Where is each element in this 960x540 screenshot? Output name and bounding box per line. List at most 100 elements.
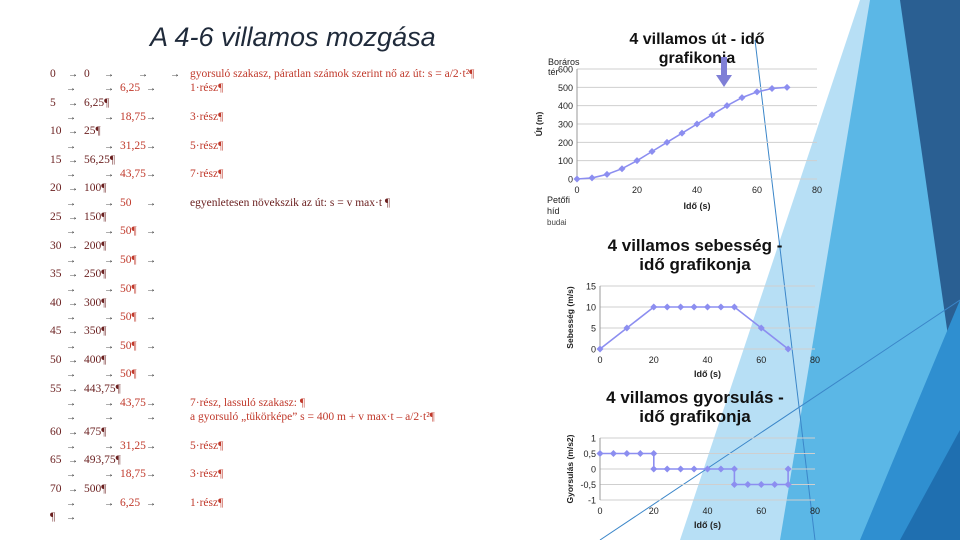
tab-arrow-icon: → — [66, 83, 76, 95]
table-delta-cell: 18,75 — [120, 110, 146, 123]
tab-arrow-icon: → — [146, 169, 156, 181]
tab-arrow-icon: → — [104, 254, 114, 266]
data-point — [650, 450, 658, 457]
tab-arrow-icon: → — [146, 440, 156, 452]
table-delta-cell: 6,25 — [120, 497, 141, 509]
tab-arrow-icon: → — [66, 254, 76, 266]
table-note-cell: 7·rész, lassuló szakasz: ¶ — [190, 396, 306, 409]
chart-distance-title-line1: 4 villamos út - idő — [629, 31, 765, 48]
chart-acceleration-title-line2: idő grafikonja — [639, 407, 751, 426]
y-tick-label: 0 — [591, 345, 596, 355]
table-note-cell: egyenletesen növekszik az út: s = v max·… — [190, 196, 391, 209]
tab-arrow-icon: → — [146, 397, 156, 409]
table-time-cell: 40 — [50, 296, 62, 309]
data-point — [596, 345, 604, 353]
down-arrow-icon — [716, 75, 732, 87]
tab-arrow-icon: → — [66, 226, 76, 238]
chart-distance-time: 0 100 200 300 400 500 600 0 20 40 60 80 Idő (s) Út (m… — [533, 57, 822, 227]
table-distance-cell: 500¶ — [84, 482, 107, 495]
annotation-bottom-1: Petőfi — [547, 195, 570, 205]
chart-velocity-time: 0 5 10 15 0 20 40 60 80 Idő (s) Sebesség (m/s) — [565, 282, 820, 380]
tab-arrow-icon: → — [146, 498, 156, 509]
tab-arrow-icon: → — [104, 340, 114, 352]
data-point — [648, 148, 656, 155]
tab-arrow-icon: → — [68, 240, 78, 252]
table-distance-cell: 493,75¶ — [84, 454, 121, 467]
data-point — [717, 465, 725, 473]
chart-distance-title: 4 villamos út - idő grafikonja — [582, 30, 812, 68]
data-point — [650, 465, 658, 473]
data-point — [677, 303, 685, 311]
tab-arrow-icon: → — [68, 269, 78, 281]
table-time-cell: 45 — [50, 325, 62, 338]
data-point — [744, 481, 752, 488]
table-distance-cell: 150¶ — [84, 211, 107, 223]
data-point — [650, 303, 658, 311]
table-note-cell: 1·rész¶ — [190, 82, 224, 95]
x-tick-label: 80 — [810, 355, 820, 365]
y-axis-label: Gyorsulás (m/s2) — [565, 434, 575, 503]
y-tick-label: 0 — [568, 175, 573, 185]
tab-arrow-icon: → — [66, 340, 76, 352]
data-point — [573, 175, 581, 183]
y-tick-label: 400 — [558, 101, 573, 111]
tab-arrow-icon: → — [104, 69, 114, 80]
data-point — [596, 450, 604, 457]
tab-arrow-icon: → — [68, 326, 78, 338]
table-delta-cell: 43,75 — [120, 396, 146, 409]
table-delta-cell: 18,75 — [120, 468, 146, 481]
tab-arrow-icon: → — [68, 183, 78, 195]
tab-arrow-icon: → — [68, 212, 78, 223]
data-point — [603, 170, 611, 178]
tab-arrow-icon: → — [138, 69, 148, 80]
x-axis-label: Idő (s) — [684, 201, 711, 211]
chart-distance-title-line2: grafikonja — [658, 50, 736, 67]
y-tick-label: 600 — [558, 65, 573, 75]
x-tick-label: 60 — [756, 506, 766, 516]
chart-acceleration-time: -1 -0,5 0 0,5 1 0 20 40 60 80 Idő (s) Gyorsulás (m/… — [565, 434, 820, 531]
table-note-cell: 3·rész¶ — [190, 468, 224, 481]
tab-arrow-icon: → — [68, 426, 78, 438]
data-point — [738, 94, 746, 102]
y-tick-label: 10 — [586, 303, 596, 313]
table-delta-cell: 50¶ — [120, 225, 137, 238]
table-time-cell: 5 — [50, 96, 56, 109]
tab-arrow-icon: → — [146, 254, 156, 266]
x-tick-label: 0 — [574, 185, 579, 195]
data-point — [690, 303, 698, 311]
tab-arrow-icon: → — [146, 469, 156, 481]
chart-velocity-title-line2: idő grafikonja — [639, 255, 751, 274]
table-distance-cell: 400¶ — [84, 354, 107, 366]
annotation-bottom-3: budai — [547, 218, 567, 227]
table-delta-cell: 50 — [120, 196, 132, 209]
y-tick-label: 15 — [586, 282, 596, 292]
table-delta-cell: 50¶ — [120, 368, 137, 381]
data-point — [690, 465, 698, 473]
table-time-cell: 60 — [50, 425, 62, 438]
table-distance-cell: 6,25¶ — [84, 96, 110, 109]
table-time-cell: 20 — [50, 182, 62, 195]
y-tick-label: 5 — [591, 324, 596, 334]
tab-arrow-icon: → — [66, 498, 76, 509]
table-distance-cell: 100¶ — [84, 182, 107, 195]
tab-arrow-icon: → — [104, 369, 114, 381]
table-distance-cell: 475¶ — [84, 425, 107, 438]
chart-velocity-title-line1: 4 villamos sebesség - — [607, 236, 783, 255]
data-point — [623, 450, 631, 457]
x-tick-label: 40 — [692, 185, 702, 195]
annotation-top-1: Boráros — [548, 57, 580, 67]
table-delta-cell: 6,25 — [120, 82, 141, 95]
tab-arrow-icon: → — [104, 140, 114, 152]
table-time-cell: 30 — [50, 239, 62, 252]
chart-velocity-title: 4 villamos sebesség - idő grafikonja — [570, 236, 820, 274]
tab-arrow-icon: → — [68, 154, 78, 166]
data-point — [678, 129, 686, 137]
tab-arrow-icon: → — [66, 197, 76, 209]
data-point — [704, 303, 711, 311]
data-point — [730, 303, 738, 311]
annotation-top-2: tér — [548, 67, 559, 77]
tab-arrow-icon: → — [68, 383, 78, 395]
table-time-cell: 10 — [50, 125, 62, 138]
tab-arrow-icon: → — [104, 412, 114, 424]
table-note-cell: a gyorsuló „tükörképe” s = 400 m + v max… — [190, 411, 435, 424]
